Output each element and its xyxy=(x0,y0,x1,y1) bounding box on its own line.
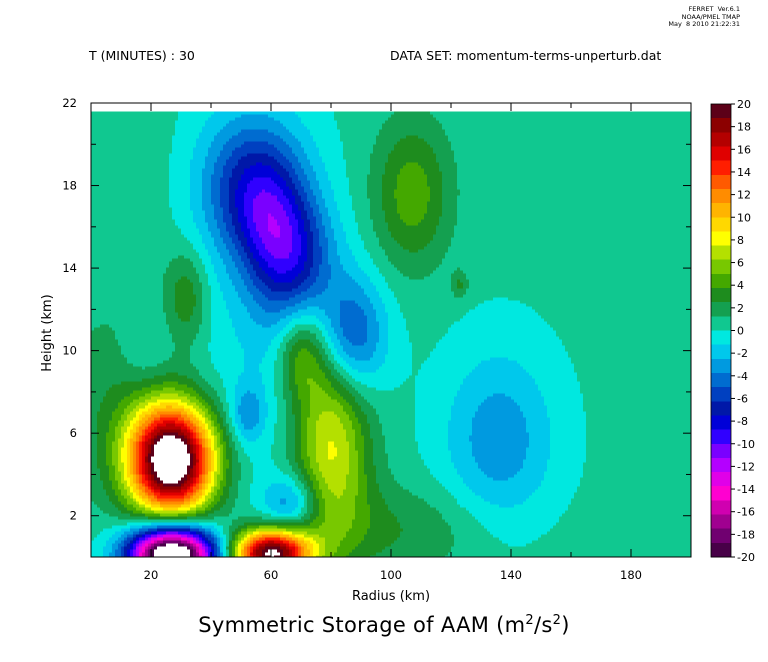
x-tick-label: 20 xyxy=(144,568,159,582)
colorbar-label: -12 xyxy=(737,460,755,473)
colorbar-swatch xyxy=(711,486,731,500)
colorbar-swatch xyxy=(711,345,731,359)
heatmap-field xyxy=(91,111,691,557)
colorbar-label: 4 xyxy=(737,279,744,292)
colorbar-label: 18 xyxy=(737,121,751,134)
colorbar-swatch xyxy=(711,246,731,260)
colorbar-swatch xyxy=(711,288,731,302)
colorbar-swatch xyxy=(711,231,731,245)
colorbar-swatch xyxy=(711,529,731,543)
y-tick-label: 2 xyxy=(70,509,77,523)
colorbar-swatch xyxy=(711,415,731,429)
x-tick-label: 180 xyxy=(620,568,642,582)
colorbar-swatch xyxy=(711,359,731,373)
colorbar-label: 8 xyxy=(737,234,744,247)
colorbar-swatch xyxy=(711,331,731,345)
colorbar-label: 6 xyxy=(737,257,744,270)
colorbar-label: 10 xyxy=(737,211,751,224)
x-tick-label: 60 xyxy=(264,568,279,582)
colorbar-label: -4 xyxy=(737,370,748,383)
colorbar-swatch xyxy=(711,458,731,472)
colorbar-swatch xyxy=(711,146,731,160)
title-sup-2: 2 xyxy=(553,613,562,628)
colorbar-swatch xyxy=(711,401,731,415)
colorbar-label: 12 xyxy=(737,189,751,202)
y-axis-label: Height (km) xyxy=(40,294,55,371)
title-end: ) xyxy=(561,613,570,637)
colorbar-swatch xyxy=(711,543,731,557)
colorbar-label: -10 xyxy=(737,438,755,451)
x-tick-label: 140 xyxy=(500,568,522,582)
colorbar-swatch xyxy=(711,274,731,288)
colorbar-label: 20 xyxy=(737,98,751,111)
y-tick-label: 14 xyxy=(62,261,77,275)
colorbar-label: 16 xyxy=(737,143,751,156)
colorbar-swatch xyxy=(711,175,731,189)
y-tick-label: 18 xyxy=(62,179,77,193)
colorbar-swatch xyxy=(711,444,731,458)
title-mid: /s xyxy=(534,613,553,637)
colorbar-swatch xyxy=(711,203,731,217)
colorbar-swatch xyxy=(711,500,731,514)
colorbar-label: -18 xyxy=(737,528,755,541)
colorbar-label: -16 xyxy=(737,506,755,519)
colorbar-swatch xyxy=(711,472,731,486)
x-axis-label: Radius (km) xyxy=(352,589,430,604)
colorbar-swatch xyxy=(711,132,731,146)
title-sup-1: 2 xyxy=(525,613,534,628)
y-tick-label: 22 xyxy=(62,96,77,110)
colorbar-swatch xyxy=(711,515,731,529)
colorbar-label: 0 xyxy=(737,325,744,338)
colorbar-label: -8 xyxy=(737,415,748,428)
colorbar-swatch xyxy=(711,387,731,401)
colorbar-label: 14 xyxy=(737,166,751,179)
chart-title: Symmetric Storage of AAM (m2/s2) xyxy=(0,613,768,637)
colorbar-label: -2 xyxy=(737,347,748,360)
colorbar-swatch xyxy=(711,118,731,132)
title-main: Symmetric Storage of AAM (m xyxy=(198,613,525,637)
y-tick-label: 10 xyxy=(62,344,77,358)
colorbar-swatch xyxy=(711,104,731,118)
x-tick-label: 100 xyxy=(380,568,402,582)
colorbar-swatch xyxy=(711,302,731,316)
colorbar-swatch xyxy=(711,260,731,274)
colorbar-swatch xyxy=(711,316,731,330)
colorbar-label: -6 xyxy=(737,392,748,405)
colorbar-label: -20 xyxy=(737,551,755,564)
colorbar-swatch xyxy=(711,161,731,175)
colorbar-label: -14 xyxy=(737,483,755,496)
colorbar-swatch xyxy=(711,189,731,203)
colorbar-label: 2 xyxy=(737,302,744,315)
colorbar-swatch xyxy=(711,430,731,444)
y-tick-label: 6 xyxy=(70,426,77,440)
colorbar: 20181614121086420-2-4-6-8-10-12-14-16-18… xyxy=(711,98,755,564)
colorbar-swatch xyxy=(711,217,731,231)
colorbar-swatch xyxy=(711,373,731,387)
